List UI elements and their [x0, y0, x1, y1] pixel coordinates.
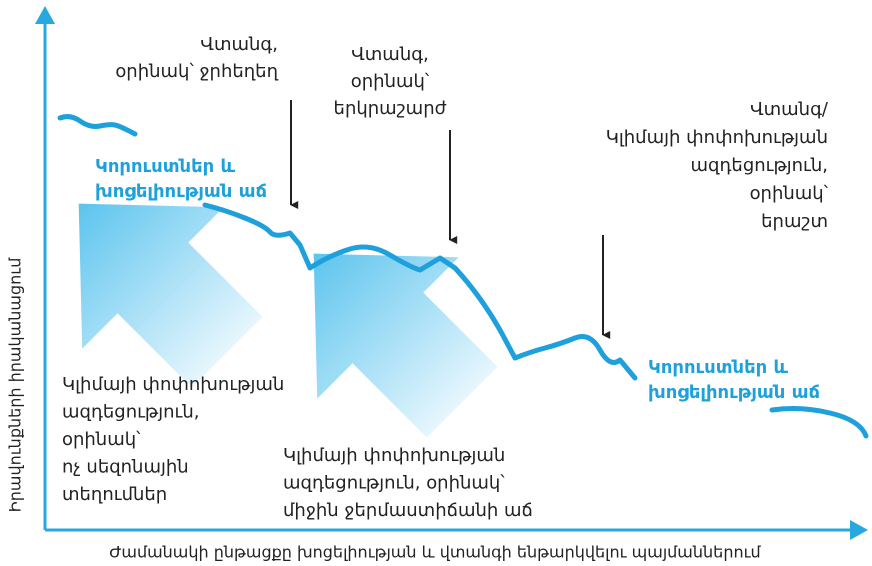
y-axis-label: Իրավունքների իրականացում — [6, 257, 25, 513]
climate-rain-line: տեղումներ — [62, 484, 167, 505]
hazard-drought-line: Կլիմայի փոփոխության — [606, 127, 828, 148]
losses-2-line: Կորուստներ և — [648, 357, 788, 378]
hazard-flood-line: Վտանգ, — [200, 34, 278, 55]
hazard-earthquake-line: երկրաշարժ — [334, 98, 447, 119]
y-axis-arrow — [35, 6, 55, 24]
hazard-earthquake-line: Վտանգ, — [351, 44, 429, 65]
x-axis-arrow — [850, 520, 868, 540]
climate-arrow — [313, 253, 498, 438]
hazard-arrow — [290, 100, 611, 339]
climate-temperature-line: ազդեցություն, օրինակ՝ — [283, 473, 505, 494]
hazard-flood-line: օրինակ՝ ջրհեղեղ — [115, 61, 278, 82]
losses-1-line: Կորուստներ և — [95, 156, 235, 177]
losses-1-line: խոցելիության աճ — [95, 181, 267, 202]
hazard-drought-line: ազդեցություն, — [691, 155, 828, 176]
climate-rain-line: ազդեցություն, — [62, 402, 199, 423]
hazard-drought-line: Վտանգ/ — [750, 99, 829, 120]
losses-2-line: խոցելիության աճ — [648, 382, 820, 403]
x-axis-label: Ժամանակի ընթացքը խոցելիության և վտանգի ե… — [109, 543, 761, 562]
hazard-drought-line: երաշտ — [761, 211, 828, 232]
rights-curve — [57, 114, 869, 439]
climate-temperature-line: միջին ջերմաստիճանի աճ — [283, 500, 533, 521]
climate-arrow — [78, 203, 263, 388]
hazard-drought-line: օրինակ՝ — [750, 183, 829, 204]
climate-rain-line: Կլիմայի փոփոխության — [62, 374, 284, 395]
hazard-earthquake-line: օրինակ՝ — [351, 71, 430, 92]
climate-temperature-line: Կլիմայի փոփոխության — [283, 445, 505, 466]
climate-rain-line: ոչ սեզոնային — [62, 457, 189, 478]
climate-rain-line: օրինակ՝ — [62, 429, 141, 450]
